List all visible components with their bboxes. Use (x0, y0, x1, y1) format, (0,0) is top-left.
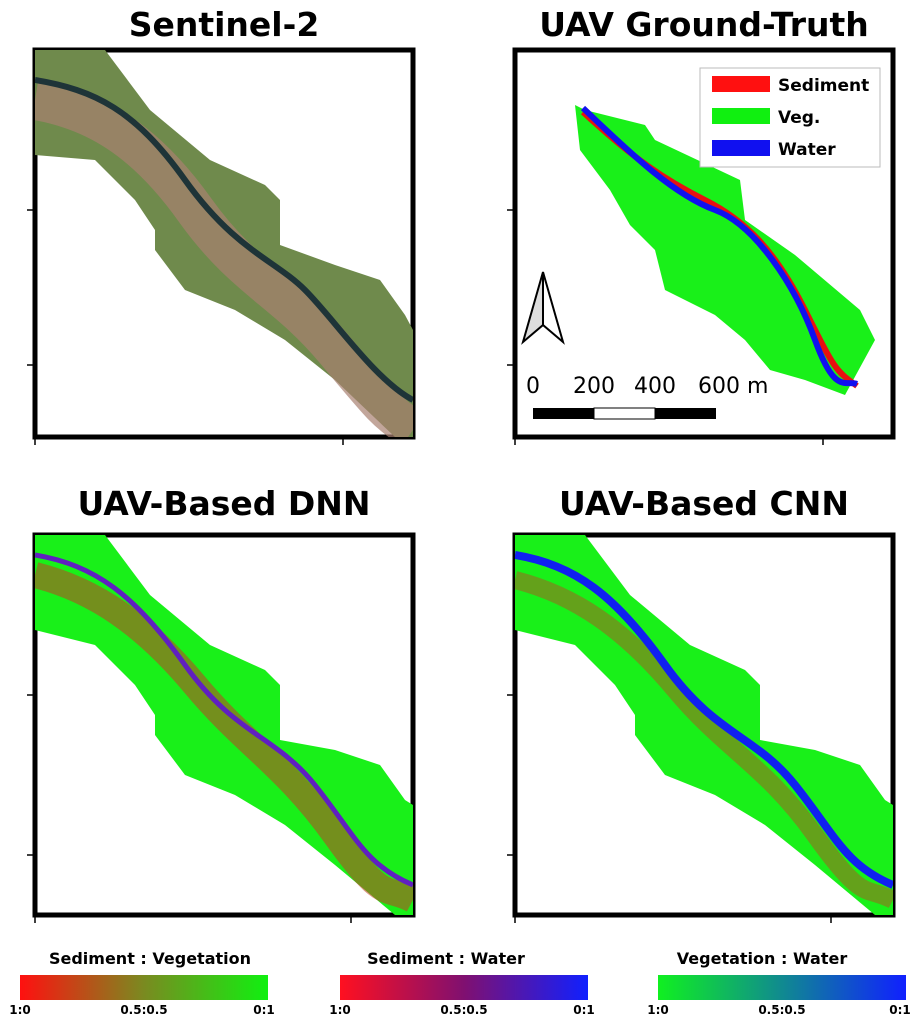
scale-label: 200 (573, 374, 615, 399)
map-panel (32, 47, 416, 440)
colorbar-label: 1:0 (9, 1003, 31, 1017)
scale-label: 600 m (698, 374, 768, 399)
water (515, 551, 893, 889)
panel-title: UAV Ground-Truth (539, 5, 869, 44)
river (35, 77, 413, 403)
colorbar-label: 0.5:0.5 (758, 1003, 805, 1017)
sediment (515, 571, 893, 909)
colorbar-label: 0:1 (889, 1003, 911, 1017)
map-panel (512, 532, 896, 918)
panel-title: UAV-Based CNN (559, 484, 849, 523)
water (35, 552, 413, 888)
legend-swatch (712, 140, 770, 156)
colorbar-gradient (20, 975, 268, 1000)
scale-label: 0 (526, 374, 540, 399)
floodplain (35, 80, 413, 437)
colorbar-label: 0:1 (573, 1003, 595, 1017)
vegetation (575, 105, 875, 395)
colorbar-title: Sediment : Vegetation (49, 949, 251, 968)
legend: Sediment Veg. Water (699, 67, 881, 168)
scale-label: 400 (634, 374, 676, 399)
panel-title: Sentinel-2 (129, 5, 320, 44)
colorbar-label: 1:0 (647, 1003, 669, 1017)
sediment (35, 562, 413, 912)
map-panel: Sediment Veg. Water 0 200 400 600 m (512, 47, 896, 440)
legend-swatch (712, 76, 770, 92)
legend-label: Veg. (778, 108, 820, 128)
panel-title: UAV-Based DNN (77, 484, 370, 523)
colorbar-gradient (658, 975, 906, 1000)
colorbar: Sediment : Vegetation 1:0 0.5:0.5 0:1 (9, 949, 275, 1017)
north-arrow (521, 271, 565, 345)
colorbar: Vegetation : Water 1:0 0.5:0.5 0:1 (647, 949, 911, 1017)
legend-label: Sediment (778, 76, 869, 96)
classification (515, 535, 893, 915)
legend-label: Water (778, 140, 836, 160)
map-panel (32, 532, 416, 918)
colorbar-label: 0:1 (253, 1003, 275, 1017)
colorbar: Sediment : Water 1:0 0.5:0.5 0:1 (329, 949, 595, 1017)
colorbar-label: 0.5:0.5 (120, 1003, 167, 1017)
colorbar-label: 1:0 (329, 1003, 351, 1017)
legend-swatch (712, 108, 770, 124)
colorbar-label: 0.5:0.5 (440, 1003, 487, 1017)
colorbar-gradient (340, 975, 588, 1000)
scale-bar: 0 200 400 600 m (526, 374, 768, 420)
water (580, 105, 858, 387)
colorbar-title: Sediment : Water (367, 949, 525, 968)
colorbar-title: Vegetation : Water (677, 949, 848, 968)
